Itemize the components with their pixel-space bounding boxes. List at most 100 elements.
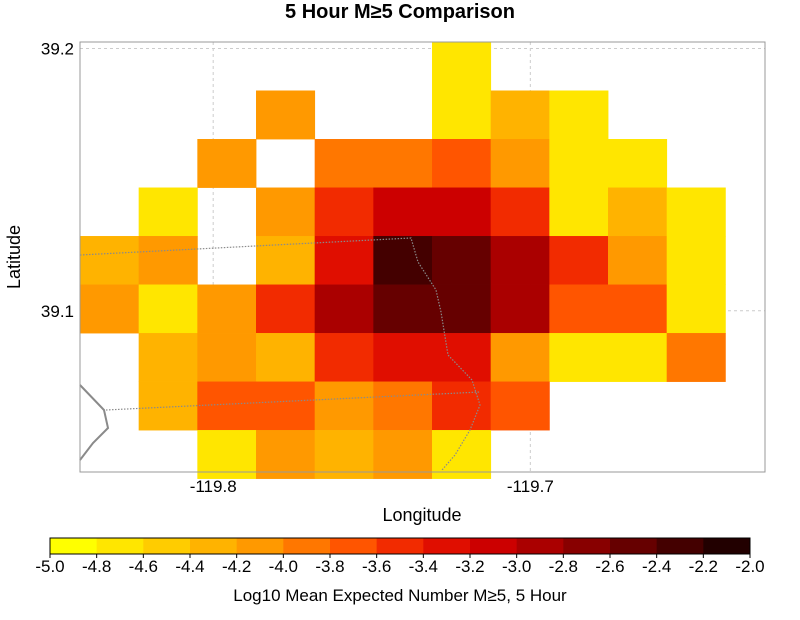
colorbar-swatch	[237, 538, 284, 554]
colorbar-swatch	[190, 538, 237, 554]
heatmap-cell	[432, 139, 491, 188]
colorbar-tick-label: -2.4	[642, 557, 671, 576]
heatmap-cell	[373, 285, 432, 334]
colorbar-tick-label: -3.8	[315, 557, 344, 576]
colorbar-tick-label: -3.6	[362, 557, 391, 576]
heatmap-cell	[256, 91, 315, 140]
colorbar-swatch	[657, 538, 704, 554]
heatmap-cell	[608, 236, 667, 285]
colorbar-tick-label: -4.4	[175, 557, 204, 576]
heatmap-cell	[373, 382, 432, 431]
heatmap-cell	[315, 333, 374, 382]
heatmap-cell	[491, 333, 550, 382]
heatmap-cell	[608, 188, 667, 237]
heatmap-cell	[491, 382, 550, 431]
heatmap-cell	[491, 236, 550, 285]
colorbar-swatch	[563, 538, 610, 554]
heatmap-cell	[80, 285, 139, 334]
heatmap-cell	[491, 91, 550, 140]
colorbar-swatch	[50, 538, 97, 554]
heatmap-cell	[315, 139, 374, 188]
heatmap-cell	[549, 285, 608, 334]
colorbar-label: Log10 Mean Expected Number M≥5, 5 Hour	[233, 586, 567, 605]
heatmap-cell	[432, 188, 491, 237]
heatmap-cell	[256, 188, 315, 237]
heatmap-cell	[80, 236, 139, 285]
heatmap-cell	[432, 236, 491, 285]
heatmap-cell	[139, 382, 198, 431]
heatmap-cell	[491, 285, 550, 334]
heatmap-cell	[139, 188, 198, 237]
heatmap-cell	[549, 139, 608, 188]
heatmap-cell	[373, 236, 432, 285]
colorbar-tick-label: -5.0	[35, 557, 64, 576]
heatmap-cell	[667, 285, 726, 334]
colorbar-tick-label: -2.0	[735, 557, 764, 576]
colorbar-tick-label: -3.4	[409, 557, 438, 576]
colorbar-swatch	[517, 538, 564, 554]
heatmap-cell	[256, 285, 315, 334]
heatmap-cell	[315, 188, 374, 237]
heatmap-cell	[139, 285, 198, 334]
colorbar-swatch	[423, 538, 470, 554]
chart-title: 5 Hour M≥5 Comparison	[285, 1, 515, 23]
colorbar-tick-label: -2.2	[689, 557, 718, 576]
y-tick-label: 39.2	[41, 40, 74, 59]
y-axis-ticks: 39.2 39.1	[41, 40, 74, 321]
colorbar-tick-label: -3.0	[502, 557, 531, 576]
colorbar-tick-label: -4.2	[222, 557, 251, 576]
heatmap-cell	[256, 382, 315, 431]
heatmap-cell	[549, 91, 608, 140]
heatmap-cell	[256, 236, 315, 285]
heatmap-cell	[608, 139, 667, 188]
x-tick-label: -119.8	[190, 477, 237, 496]
plot-area	[80, 42, 765, 479]
heatmap-cell	[667, 333, 726, 382]
heatmap-cell	[373, 333, 432, 382]
heatmap-cell	[491, 139, 550, 188]
heatmap-cell	[549, 188, 608, 237]
heatmap-cell	[315, 285, 374, 334]
colorbar-swatch	[97, 538, 144, 554]
colorbar-ticks: -5.0 -4.8 -4.6 -4.4 -4.2 -4.0 -3.8 -3.6 -3.4 -3.2…	[35, 554, 764, 576]
colorbar-swatches	[50, 538, 751, 554]
heatmap-cell	[432, 91, 491, 140]
heatmap-cell	[197, 382, 256, 431]
heatmap-cell	[139, 236, 198, 285]
colorbar-tick-label: -4.0	[269, 557, 298, 576]
heatmap-cell	[491, 188, 550, 237]
heatmap-cell	[139, 333, 198, 382]
heatmap-cell	[373, 139, 432, 188]
colorbar-swatch	[143, 538, 190, 554]
colorbar-swatch	[330, 538, 377, 554]
heatmap-cell	[608, 333, 667, 382]
heatmap-cell	[197, 333, 256, 382]
heatmap-cell	[197, 139, 256, 188]
x-axis-ticks: -119.8 -119.7	[190, 477, 554, 496]
x-axis-label: Longitude	[382, 505, 461, 525]
colorbar-swatch	[377, 538, 424, 554]
y-tick-label: 39.1	[41, 302, 74, 321]
colorbar: -5.0 -4.8 -4.6 -4.4 -4.2 -4.0 -3.8 -3.6 -3.4 -3.2…	[35, 538, 764, 605]
heatmap-cell	[432, 333, 491, 382]
heatmap-cell	[256, 333, 315, 382]
heatmap-cell	[608, 285, 667, 334]
heatmap-cell	[315, 236, 374, 285]
colorbar-swatch	[610, 538, 657, 554]
y-axis-label: Latitude	[4, 225, 24, 289]
colorbar-tick-label: -2.8	[549, 557, 578, 576]
colorbar-tick-label: -4.6	[129, 557, 158, 576]
heatmap-cell	[373, 188, 432, 237]
heatmap-cell	[432, 382, 491, 431]
heatmap-cell	[315, 382, 374, 431]
heatmap-cell	[549, 333, 608, 382]
x-tick-label: -119.7	[507, 477, 554, 496]
colorbar-swatch	[283, 538, 330, 554]
heatmap-cell	[549, 236, 608, 285]
colorbar-tick-label: -3.2	[455, 557, 484, 576]
heatmap-cell	[432, 42, 491, 91]
colorbar-tick-label: -4.8	[82, 557, 111, 576]
colorbar-swatch	[703, 538, 750, 554]
colorbar-swatch	[470, 538, 517, 554]
